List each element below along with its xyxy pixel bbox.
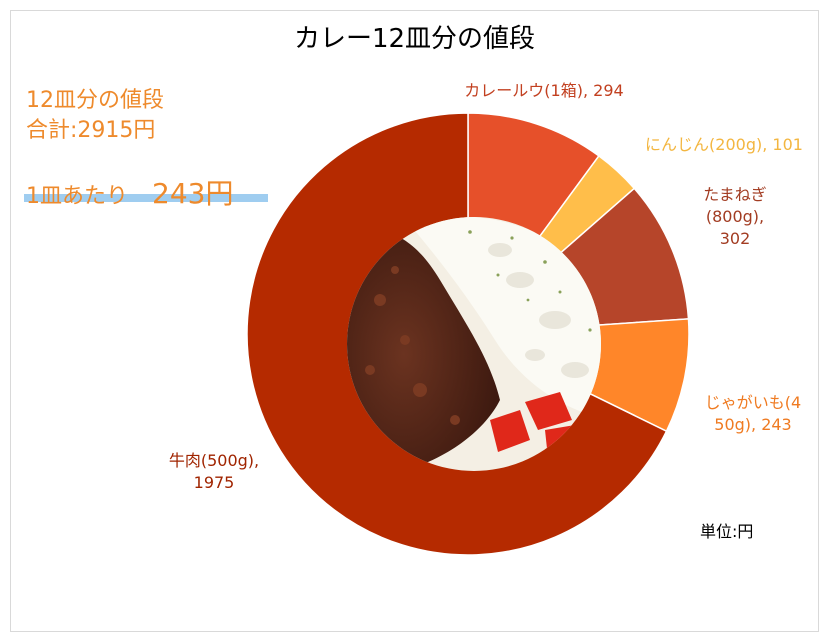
chart-title: カレー12皿分の値段 xyxy=(293,24,536,54)
data-label-line: 50g), 243 xyxy=(714,415,792,434)
unit-note: 単位:円 xyxy=(700,522,754,541)
data-label-line: 302 xyxy=(719,229,751,248)
data-label-3: たまねぎ (800g), 302 xyxy=(685,184,785,250)
data-label-line: カレールウ(1箱), 294 xyxy=(464,81,624,100)
data-label-line: たまねぎ xyxy=(703,185,767,204)
per-plate-label: 1皿あたり xyxy=(26,184,128,209)
per-plate-highlight xyxy=(24,194,268,202)
data-label-line: (800g), xyxy=(705,207,765,226)
data-label-line: 1975 xyxy=(193,473,235,492)
per-plate-text: 1皿あたり 243円 xyxy=(26,172,233,212)
data-label-line: 牛肉(500g), xyxy=(168,451,260,470)
data-label-4: じゃがいも(4 50g), 243 xyxy=(688,392,818,436)
data-label-1: カレールウ(1箱), 294 xyxy=(434,80,654,102)
curry-rice-photo xyxy=(347,217,601,471)
summary-total: 合計:2915円 xyxy=(26,118,156,143)
data-label-line: じゃがいも(4 xyxy=(704,393,802,412)
data-label-5: 牛肉(500g), 1975 xyxy=(134,450,294,494)
per-plate-value: 243円 xyxy=(152,177,234,210)
summary-heading: 12皿分の値段 xyxy=(26,88,164,113)
data-label-line: にんじん(200g), 101 xyxy=(645,135,803,154)
data-label-2: にんじん(200g), 101 xyxy=(634,134,814,156)
